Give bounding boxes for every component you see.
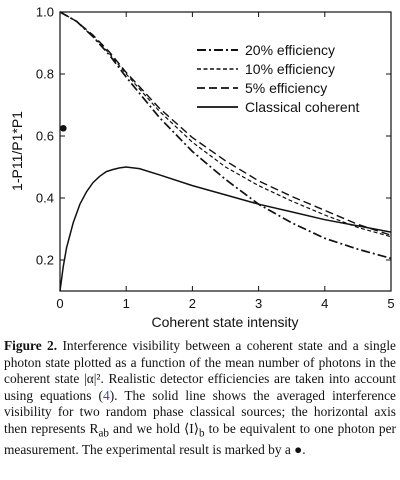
visibility-chart: 0 1 2 3 4 5 0.2 0.4 0.6 0.8 1.0 20% efficiency 10% … xyxy=(9,5,395,331)
series-line-2 xyxy=(59,11,392,236)
x-axis-label: Coherent state intensity xyxy=(151,314,298,330)
series-line-0 xyxy=(59,11,392,260)
x-tick-label: 5 xyxy=(387,296,394,311)
x-tick-label: 4 xyxy=(321,296,328,311)
caption-text-2: ). The solid line shows the averaged int… xyxy=(4,387,396,436)
y-tick-label: 0.6 xyxy=(36,129,54,144)
x-tick-label: 3 xyxy=(255,296,262,311)
legend-label-3: Classical coherent xyxy=(245,99,359,115)
equation-reference-link[interactable]: 4 xyxy=(103,387,110,403)
caption-subscript-b: b xyxy=(198,427,205,440)
plot-frame xyxy=(59,11,392,292)
x-tick-label: 0 xyxy=(56,296,63,311)
x-tick-label: 1 xyxy=(123,296,130,311)
y-axis-label: 1-P11/P1*P1 xyxy=(9,111,25,191)
series-line-1 xyxy=(59,11,392,238)
legend: 20% efficiency 10% efficiency 5% efficienc… xyxy=(197,42,359,115)
axis-ticks: 0 1 2 3 4 5 0.2 0.4 0.6 0.8 1.0 xyxy=(36,5,395,312)
y-tick-label: 0.2 xyxy=(36,253,54,268)
legend-label-1: 10% efficiency xyxy=(245,61,335,77)
y-tick-label: 1.0 xyxy=(36,5,54,20)
x-tick-label: 2 xyxy=(189,296,196,311)
y-tick-label: 0.8 xyxy=(36,67,54,82)
legend-label-2: 5% efficiency xyxy=(245,80,327,96)
series-line-3 xyxy=(59,166,392,292)
caption-subscript-ab: ab xyxy=(98,427,109,440)
caption-text-3: and we hold ⟨I⟩ xyxy=(108,420,199,436)
caption-text-4: to be equivalent to one photon per measu… xyxy=(4,420,396,458)
experimental-data-point xyxy=(60,124,67,132)
experimental-points xyxy=(60,124,67,132)
y-tick-label: 0.4 xyxy=(36,191,54,206)
caption-label: Figure 2. xyxy=(4,338,58,353)
figure-caption: Figure 2. Interference visibility betwee… xyxy=(4,338,396,459)
caption-text-1: Interference visibility between a cohere… xyxy=(4,338,397,403)
series-lines xyxy=(59,11,392,292)
legend-label-0: 20% efficiency xyxy=(245,42,335,58)
